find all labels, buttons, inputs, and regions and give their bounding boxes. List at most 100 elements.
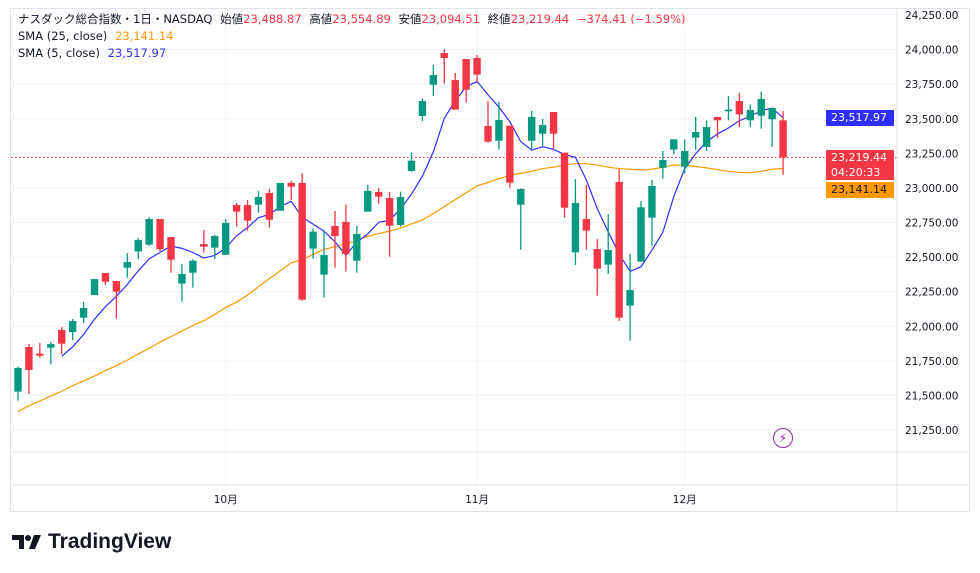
candle-body xyxy=(429,75,438,85)
sma25-label: SMA (25, close) xyxy=(18,29,108,43)
candle-up xyxy=(364,185,372,212)
candle-body xyxy=(506,125,514,183)
candle-up xyxy=(691,116,700,150)
candle-body xyxy=(702,127,711,147)
candle-body xyxy=(189,260,197,273)
candle-up xyxy=(47,342,55,365)
candle-up xyxy=(670,139,678,155)
candle-body xyxy=(276,182,285,211)
candle-up xyxy=(276,182,285,211)
last-price-badge: 23,219.44 04:20:33 xyxy=(826,150,894,180)
sma5-legend[interactable]: SMA (5, close) 23,517.97 xyxy=(18,46,170,60)
tradingview-logo[interactable]: TradingView xyxy=(12,530,171,554)
candle-body xyxy=(265,193,274,220)
candle-body xyxy=(757,98,765,116)
candle-body xyxy=(659,159,667,168)
chart-frame xyxy=(10,8,970,512)
candle-up xyxy=(637,201,645,262)
candle-body xyxy=(232,205,241,212)
candle-body xyxy=(440,53,448,59)
candle-body xyxy=(385,198,394,226)
candle-body xyxy=(374,192,383,197)
candle-body xyxy=(528,116,536,141)
candle-body xyxy=(79,307,88,318)
candle-down xyxy=(331,211,339,268)
candle-down xyxy=(342,204,350,272)
candle-body xyxy=(167,237,175,260)
candle-up xyxy=(648,180,656,247)
lightning-event-icon[interactable]: ⚡︎ xyxy=(773,428,793,448)
candle-body xyxy=(90,279,99,295)
high-value: 23,554.89 xyxy=(332,12,391,26)
candle-body xyxy=(331,225,339,237)
candle-down xyxy=(582,185,591,250)
candle-up xyxy=(495,102,503,150)
candle-down xyxy=(298,172,306,301)
sma25-line xyxy=(17,163,784,412)
candle-up xyxy=(320,231,328,298)
candle-body xyxy=(418,101,427,116)
candle-body xyxy=(735,101,744,115)
candle-body xyxy=(364,190,372,212)
sma25-legend[interactable]: SMA (25, close) 23,141.14 xyxy=(18,29,177,43)
candle-down xyxy=(232,202,241,227)
symbol-title[interactable]: ナスダック総合指数・1日・NASDAQ xyxy=(18,12,213,26)
candle-up xyxy=(211,234,219,259)
candle-body xyxy=(145,219,153,245)
candle-down xyxy=(549,111,558,150)
candle-down xyxy=(735,93,744,128)
candle-body xyxy=(396,197,405,225)
candle-down xyxy=(779,111,787,175)
candle-down xyxy=(101,272,110,286)
candle-body xyxy=(112,281,121,292)
candle-down xyxy=(462,58,470,103)
candle-body xyxy=(637,207,645,262)
x-tick-label: 12月 xyxy=(673,494,697,506)
candle-down xyxy=(484,101,492,143)
candle-body xyxy=(68,320,77,333)
candle-body xyxy=(200,244,208,247)
y-tick-label: 22,750.00 xyxy=(905,218,958,230)
candle-body xyxy=(47,344,55,348)
candle-up xyxy=(254,190,263,213)
price-axis: 21,250.00 21,500.00 21,750.00 22,000.00 22,2… xyxy=(896,9,958,511)
sma25-value: 23,141.14 xyxy=(114,29,174,43)
candle-down xyxy=(36,342,44,358)
ohlc-legend: ナスダック総合指数・1日・NASDAQ 始値23,488.87 高値23,554… xyxy=(18,11,690,27)
candle-down xyxy=(385,192,394,257)
candle-body xyxy=(156,219,164,250)
candle-body xyxy=(549,111,558,134)
candle-body xyxy=(101,272,110,282)
candle-body xyxy=(58,329,66,344)
candle-body xyxy=(123,262,131,268)
candle-up xyxy=(757,91,765,129)
candle-up xyxy=(702,120,711,151)
y-tick-label: 23,000.00 xyxy=(905,183,958,195)
candle-body xyxy=(462,58,470,90)
candle-down xyxy=(200,229,208,253)
y-tick-label: 23,250.00 xyxy=(905,148,958,160)
candle-body xyxy=(178,273,186,284)
y-tick-label: 21,500.00 xyxy=(905,390,958,402)
candle-body xyxy=(407,160,416,172)
y-tick-label: 23,750.00 xyxy=(905,79,958,91)
candle-body xyxy=(495,119,503,141)
y-tick-label: 24,250.00 xyxy=(905,10,958,22)
y-tick-label: 23,500.00 xyxy=(905,114,958,126)
candle-down xyxy=(156,219,164,253)
close-value: 23,219.44 xyxy=(510,12,570,26)
low-value: 23,094.51 xyxy=(421,12,481,26)
candle-body xyxy=(691,132,700,138)
candle-down xyxy=(560,152,569,218)
change-value: −374.41 (−1.59%) xyxy=(576,12,686,26)
candle-up xyxy=(396,191,405,227)
candle-down xyxy=(265,189,274,228)
y-tick-label: 22,250.00 xyxy=(905,287,958,299)
candle-body xyxy=(626,290,634,306)
candle-down xyxy=(58,327,66,355)
candle-body xyxy=(342,221,350,255)
sma5-value: 23,517.97 xyxy=(107,46,167,60)
candle-up xyxy=(14,366,22,401)
high-label: 高値 xyxy=(309,12,333,26)
